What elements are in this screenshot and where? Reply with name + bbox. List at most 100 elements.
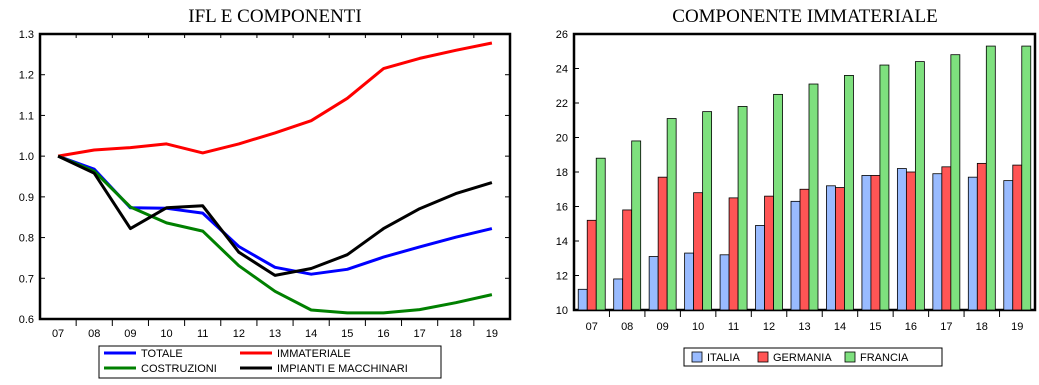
x-tick-label: 12: [233, 328, 245, 340]
bar-germania: [657, 176, 668, 311]
legend-label: TOTALE: [141, 348, 183, 360]
plot-frame: [38, 32, 512, 321]
bar-germania: [693, 192, 704, 311]
bar-francia: [985, 45, 996, 311]
bar-italia: [684, 252, 695, 311]
y-tick-label: 22: [556, 98, 568, 110]
y-tick-label: 12: [556, 271, 568, 283]
y-tick-label: 0.8: [19, 233, 34, 245]
y-tick-label: 1.1: [19, 110, 34, 122]
bar-germania: [941, 166, 952, 311]
legend: ITALIA GERMANIA FRANCIA: [683, 347, 943, 367]
series-line-immateriale: [57, 41, 493, 158]
y-tick-label: 18: [556, 167, 568, 179]
legend-label: IMPIANTI E MACCHINARI: [277, 363, 408, 375]
right-chart-title: COMPONENTE IMMATERIALE: [672, 6, 938, 27]
legend-label: IMMATERIALE: [277, 348, 351, 360]
x-tick-label: 14: [305, 328, 317, 340]
bar-germania: [870, 175, 881, 311]
bar-italia: [896, 168, 907, 311]
x-tick-label: 08: [621, 321, 633, 333]
y-tick-label: 16: [556, 202, 568, 214]
bar-italia: [613, 278, 624, 311]
bar-francia: [879, 64, 890, 311]
x-tick-label: 17: [940, 321, 952, 333]
x-tick-label: 07: [586, 321, 598, 333]
bar-italia: [932, 173, 943, 311]
legend-label: ITALIA: [707, 352, 740, 364]
bar-italia: [648, 256, 659, 311]
bar-francia: [773, 93, 783, 311]
legend-box: [98, 345, 442, 379]
x-tick-label: 11: [197, 328, 208, 340]
x-tick-label: 18: [450, 328, 462, 340]
bar-francia: [914, 61, 925, 311]
x-tick-label: 15: [869, 321, 881, 333]
legend: TOTALE IMMATERIALE COSTRUZIONI IMPIANTI E M…: [98, 345, 442, 379]
bar-germania: [586, 219, 597, 311]
x-tick-label: 16: [377, 328, 389, 340]
legend-label: GERMANIA: [773, 352, 832, 364]
bar-francia: [631, 140, 642, 311]
y-tick-label: 0.6: [19, 314, 34, 326]
y-tick-label: 14: [556, 236, 568, 248]
x-tick-label: 17: [413, 328, 425, 340]
bar-italia: [967, 176, 978, 311]
bar-italia: [790, 200, 801, 311]
bar-germania: [976, 162, 987, 311]
bar-italia: [755, 225, 765, 311]
legend-swatch: [691, 351, 703, 363]
bar-italia: [577, 288, 588, 311]
bar-francia: [844, 75, 854, 311]
y-tick-label: 10: [556, 305, 568, 317]
bar-italia: [861, 175, 872, 311]
bar-francia: [595, 157, 606, 311]
y-tick-label: 0.9: [19, 192, 34, 204]
x-tick-label: 07: [52, 328, 64, 340]
bar-germania: [835, 187, 845, 311]
x-tick-label: 10: [160, 328, 172, 340]
bar-germania: [622, 209, 633, 311]
bar-francia: [1021, 45, 1032, 311]
bar-francia: [666, 118, 677, 311]
legend-label: COSTRUZIONI: [141, 363, 217, 375]
legend-box: [683, 347, 943, 367]
x-tick-label: 08: [88, 328, 100, 340]
x-tick-label: 09: [657, 321, 669, 333]
x-tick-label: 19: [486, 328, 498, 340]
bar-francia: [737, 106, 748, 311]
bar-germania: [905, 171, 916, 311]
x-tick-label: 16: [905, 321, 917, 333]
y-tick-label: 26: [556, 29, 568, 41]
bar-italia: [826, 185, 836, 311]
y-tick-label: 24: [556, 64, 568, 76]
bar-germania: [1012, 164, 1023, 311]
bar-francia: [808, 83, 819, 311]
y-tick-label: 0.7: [19, 273, 34, 285]
bar-chart: 10 12 14 16 18 20 22 24 26 07 08 09 10 11 12 13 14 15 16 17…: [556, 29, 1037, 367]
series-line-impianti-e-macchinari: [57, 154, 493, 277]
x-tick-label: 09: [124, 328, 136, 340]
series-line-costruzioni: [57, 154, 493, 315]
bar-germania: [799, 188, 810, 311]
x-tick-label: 13: [269, 328, 281, 340]
y-tick-label: 20: [556, 133, 568, 145]
x-tick-label: 11: [728, 321, 739, 333]
bar-francia: [702, 111, 713, 311]
bar-francia: [950, 54, 961, 311]
x-tick-label: 13: [798, 321, 810, 333]
x-tick-label: 15: [341, 328, 353, 340]
bar-germania: [728, 197, 739, 311]
legend-label: FRANCIA: [860, 352, 909, 364]
x-tick-label: 12: [763, 321, 775, 333]
left-chart-title: IFL E COMPONENTI: [188, 6, 362, 27]
line-chart: 0.6 0.7 0.8 0.9 1.0 1.1 1.2 1.3 07 08 09 10 11 12 13 14…: [19, 29, 512, 379]
legend-swatch: [757, 351, 769, 363]
legend-swatch: [844, 351, 856, 363]
x-tick-label: 19: [1011, 321, 1023, 333]
y-tick-label: 1.0: [19, 151, 34, 163]
x-tick-label: 18: [976, 321, 988, 333]
x-tick-label: 10: [692, 321, 704, 333]
bar-germania: [764, 195, 774, 311]
y-tick-label: 1.3: [19, 29, 34, 41]
